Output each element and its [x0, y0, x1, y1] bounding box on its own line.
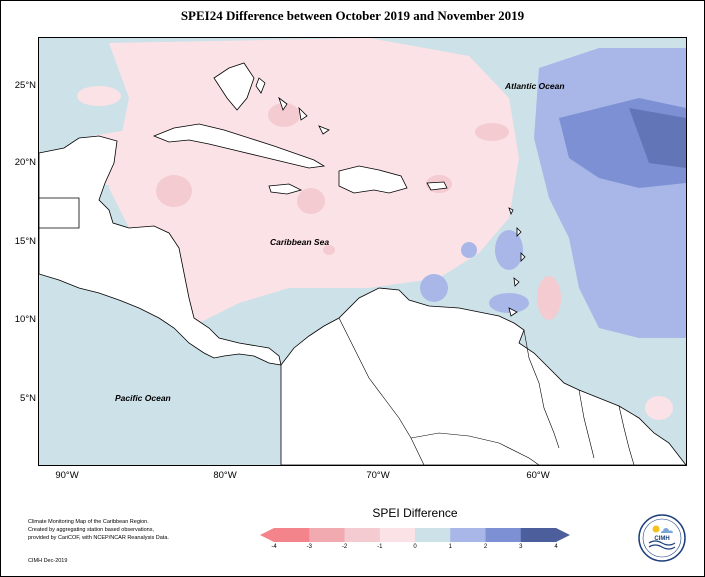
- land-lesser-antilles: [520, 252, 526, 262]
- border-suriname: [578, 389, 595, 459]
- land-jamaica: [268, 183, 303, 195]
- pacific-ocean-label: Pacific Ocean: [115, 393, 171, 403]
- land-hispaniola: [338, 165, 408, 194]
- country-borders: [338, 317, 635, 465]
- border-colombia-venezuela: [338, 317, 425, 465]
- border-french-guiana: [618, 405, 635, 465]
- credit-text: Climate Monitoring Map of the Caribbean …: [28, 518, 228, 542]
- land-lesser-antilles: [513, 277, 520, 287]
- land-bahamas: [318, 125, 330, 135]
- lat-label-5n: 5°N: [20, 393, 36, 404]
- lat-label-20n: 20°N: [14, 157, 36, 168]
- legend-arrow-low: [260, 528, 274, 542]
- lon-label-90w: 90°W: [55, 470, 79, 481]
- lon-label-60w: 60°W: [526, 470, 550, 481]
- atlantic-ocean-label: Atlantic Ocean: [505, 81, 565, 91]
- strongest-positive-region: [629, 108, 686, 168]
- credit-line: provided by CariCOF, with NCEP/NCAR Rean…: [28, 535, 169, 541]
- land-bahamas: [255, 77, 266, 94]
- lon-label-80w: 80°W: [213, 470, 237, 481]
- patch-weak-negative: [199, 146, 239, 170]
- legend-tick-label: -1: [377, 544, 383, 550]
- legend-swatch: [379, 528, 416, 542]
- caribbean-sea-label: Caribbean Sea: [270, 237, 330, 247]
- patch-strong-negative: [268, 103, 300, 127]
- patch-positive: [489, 293, 529, 313]
- lat-label-15n: 15°N: [14, 236, 36, 247]
- map-panel: [38, 37, 687, 466]
- lat-label-25n: 25°N: [14, 80, 36, 91]
- map-canvas: [39, 38, 686, 465]
- patch-weak-negative: [77, 86, 121, 106]
- patch-strong-negative: [297, 188, 325, 214]
- map-title: SPEI24 Difference between October 2019 a…: [180, 8, 525, 23]
- credit-line: Created by aggregating station based obs…: [28, 527, 154, 533]
- land-bahamas: [278, 96, 288, 111]
- svg-text:CIMH: CIMH: [654, 536, 669, 542]
- legend-swatch: [520, 528, 557, 542]
- legend-tick-label: -3: [306, 544, 312, 550]
- legend-swatch: [309, 528, 345, 542]
- legend-tick-label: 0: [413, 544, 417, 550]
- legend-swatch: [450, 528, 486, 542]
- negative-difference-region: [109, 38, 519, 328]
- land-lesser-antilles: [508, 207, 514, 216]
- land-florida: [213, 62, 255, 111]
- land-bahamas: [298, 106, 308, 121]
- lat-label-10n: 10°N: [14, 314, 36, 325]
- land-cuba: [152, 123, 326, 169]
- legend-arrow-high: [556, 528, 570, 542]
- credit-date: CIMH Dec-2019: [28, 558, 68, 564]
- patch-strong-negative: [323, 245, 335, 255]
- lon-label-70w: 70°W: [366, 470, 390, 481]
- legend-swatch: [274, 528, 310, 542]
- land-yucatan: [39, 197, 80, 229]
- legend-tick-label: -4: [271, 544, 277, 550]
- land-central-america: [39, 135, 282, 366]
- legend-title: SPEI Difference: [372, 506, 458, 520]
- patch-positive: [461, 242, 477, 258]
- land-puerto-rico: [426, 181, 448, 191]
- legend-colorbar: [260, 528, 570, 542]
- patch-strong-negative: [537, 276, 561, 320]
- legend-tick-label: 3: [519, 544, 523, 550]
- legend-swatch: [344, 528, 381, 542]
- legend-tick-label: 1: [448, 544, 452, 550]
- legend-swatch: [415, 528, 451, 542]
- patch-weak-negative: [645, 396, 673, 420]
- patch-positive: [420, 274, 448, 302]
- legend-swatch: [485, 528, 522, 542]
- legend-tick-label: 2: [483, 544, 488, 550]
- land-trinidad: [508, 307, 518, 317]
- legend-ticks: -4 -3 -2 -1 0 1 2 3 4: [260, 544, 570, 554]
- patch-positive: [495, 230, 523, 270]
- legend-tick-label: 4: [554, 544, 558, 550]
- land-lesser-antilles: [516, 227, 522, 237]
- cimh-logo: CIMH: [638, 514, 686, 562]
- credit-line: Climate Monitoring Map of the Caribbean …: [28, 519, 149, 525]
- legend-tick-label: -2: [341, 544, 348, 550]
- patch-strong-negative: [475, 123, 509, 141]
- patch-strong-negative: [156, 175, 192, 207]
- border-brazil: [410, 432, 540, 465]
- border-guyana: [523, 329, 560, 449]
